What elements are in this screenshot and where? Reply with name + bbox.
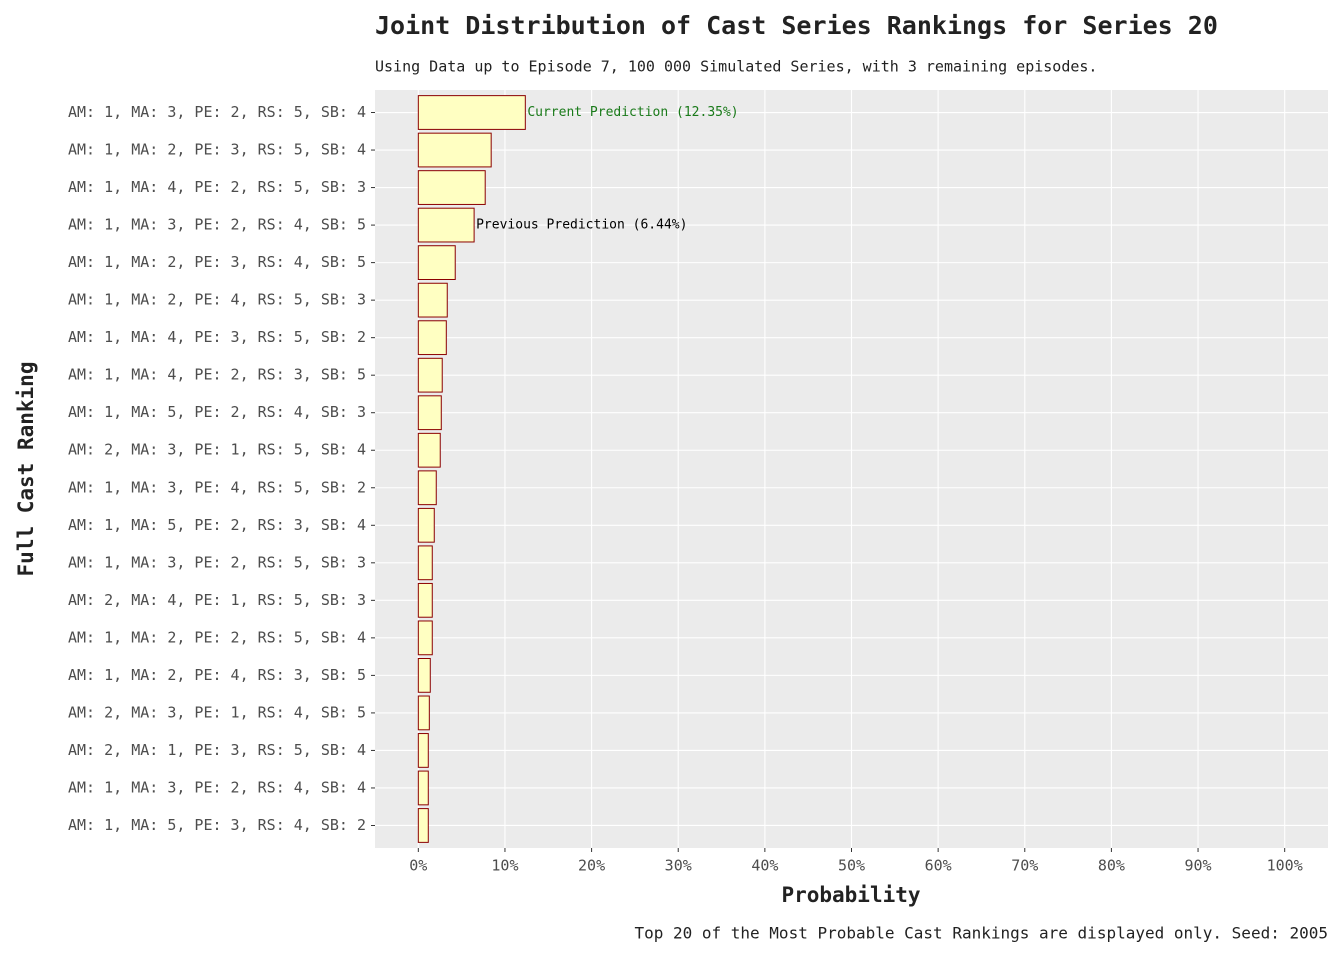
bar [417, 95, 526, 130]
grid [375, 90, 1328, 848]
y-tick-label: AM: 2, MA: 3, PE: 1, RS: 5, SB: 4 [68, 441, 366, 459]
y-tick-label: AM: 1, MA: 5, PE: 3, RS: 4, SB: 2 [68, 816, 366, 834]
y-tick-label: AM: 1, MA: 4, PE: 2, RS: 3, SB: 5 [68, 366, 366, 384]
y-tick-label: AM: 1, MA: 3, PE: 2, RS: 5, SB: 3 [68, 553, 366, 571]
y-tick-label: AM: 1, MA: 3, PE: 2, RS: 4, SB: 5 [68, 216, 366, 234]
y-tick-label: AM: 1, MA: 4, PE: 2, RS: 5, SB: 3 [68, 178, 366, 196]
bar [417, 207, 475, 243]
bar [417, 545, 433, 581]
annotation: Current Prediction (12.35%) [527, 105, 738, 120]
bar [417, 395, 442, 431]
y-tick-label: AM: 1, MA: 3, PE: 2, RS: 4, SB: 4 [68, 778, 366, 796]
x-tick-label: 100% [1267, 857, 1303, 875]
x-tick-label: 70% [1011, 857, 1038, 875]
bar [417, 357, 443, 393]
x-tick-label: 80% [1098, 857, 1125, 875]
y-tick-label: AM: 2, MA: 3, PE: 1, RS: 4, SB: 5 [68, 703, 366, 721]
x-tick-label: 90% [1184, 857, 1211, 875]
x-tick-label: 10% [491, 857, 518, 875]
x-tick-label: 0% [409, 857, 427, 875]
bar [417, 132, 492, 168]
bar [417, 432, 441, 468]
x-tick-label: 40% [751, 857, 778, 875]
bar [417, 770, 429, 806]
chart-subtitle: Using Data up to Episode 7, 100 000 Simu… [375, 58, 1097, 76]
bar [417, 695, 430, 731]
bar [417, 282, 448, 318]
y-tick-label: AM: 2, MA: 1, PE: 3, RS: 5, SB: 4 [68, 741, 366, 759]
x-tick-label: 60% [925, 857, 952, 875]
bar [417, 507, 435, 543]
x-tick-label: 50% [838, 857, 865, 875]
y-tick-label: AM: 1, MA: 2, PE: 4, RS: 5, SB: 3 [68, 291, 366, 309]
chart-title: Joint Distribution of Cast Series Rankin… [375, 11, 1218, 40]
bar [417, 658, 431, 693]
y-axis-title: Full Cast Ranking [14, 362, 38, 577]
y-tick-label: AM: 1, MA: 2, PE: 3, RS: 5, SB: 4 [68, 141, 366, 159]
bar [417, 170, 486, 205]
bar [417, 808, 429, 843]
x-tick-label: 20% [578, 857, 605, 875]
marks [417, 95, 526, 843]
x-axis-title: Probability [781, 883, 920, 907]
y-tick-label: AM: 1, MA: 5, PE: 2, RS: 4, SB: 3 [68, 403, 366, 421]
y-tick-label: AM: 1, MA: 4, PE: 3, RS: 5, SB: 2 [68, 328, 366, 346]
y-tick-label: AM: 1, MA: 2, PE: 2, RS: 5, SB: 4 [68, 628, 366, 646]
y-tick-label: AM: 1, MA: 5, PE: 2, RS: 3, SB: 4 [68, 516, 366, 534]
bar [417, 620, 433, 656]
caption: Top 20 of the Most Probable Cast Ranking… [634, 924, 1328, 943]
annotation: Previous Prediction (6.44%) [476, 218, 687, 233]
bar [417, 470, 437, 506]
y-tick-label: AM: 1, MA: 2, PE: 4, RS: 3, SB: 5 [68, 666, 366, 684]
bar [417, 582, 433, 618]
y-tick-label: AM: 1, MA: 3, PE: 2, RS: 5, SB: 4 [68, 103, 366, 121]
bar [417, 733, 429, 768]
bar [417, 320, 447, 356]
y-tick-label: AM: 1, MA: 2, PE: 3, RS: 4, SB: 5 [68, 253, 366, 271]
bar [417, 245, 456, 280]
y-tick-label: AM: 2, MA: 4, PE: 1, RS: 5, SB: 3 [68, 591, 366, 609]
y-tick-label: AM: 1, MA: 3, PE: 4, RS: 5, SB: 2 [68, 478, 366, 496]
x-tick-label: 30% [665, 857, 692, 875]
